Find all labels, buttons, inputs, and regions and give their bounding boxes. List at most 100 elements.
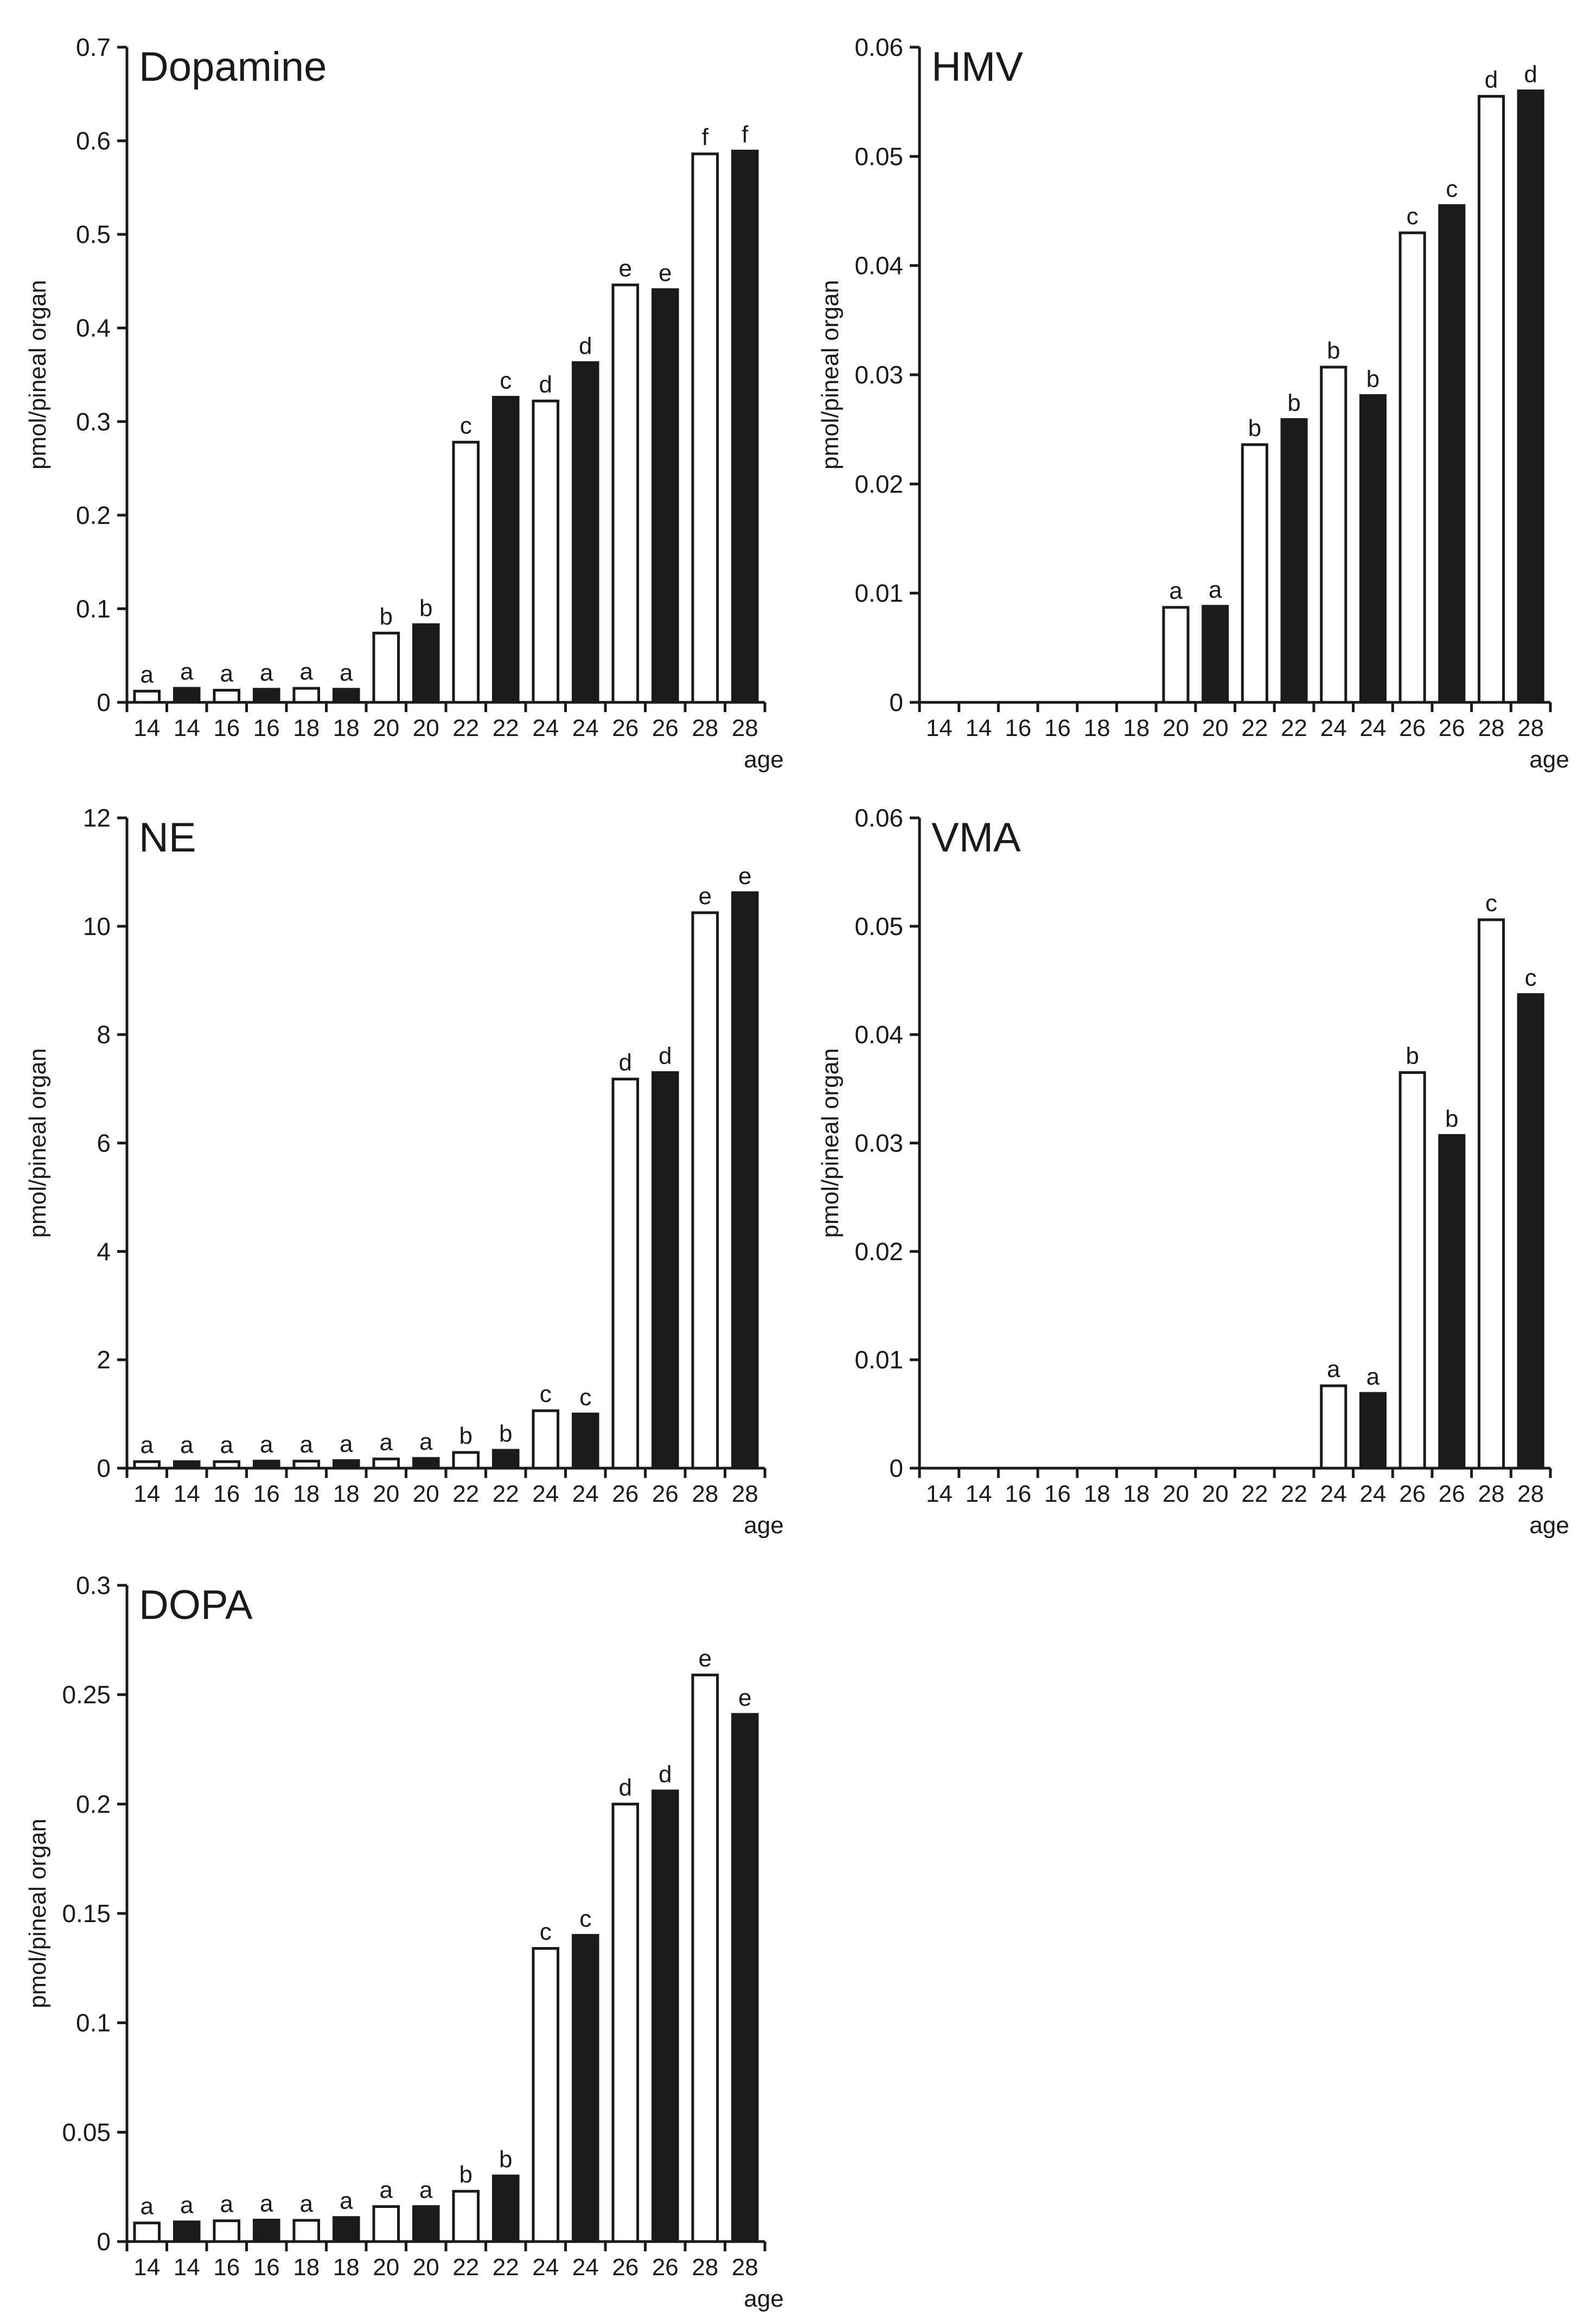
chart-title: HMV: [931, 44, 1023, 90]
x-tick-label: 28: [692, 1481, 718, 1507]
bar: [571, 1412, 599, 1470]
bar: [372, 631, 400, 704]
significance-letter: a: [1327, 1356, 1340, 1382]
significance-letter: a: [141, 1432, 154, 1458]
bar: [651, 1789, 679, 2243]
y-tick-label: 0.25: [62, 1681, 111, 1709]
significance-letter: a: [260, 2190, 273, 2217]
bar: [1359, 1392, 1387, 1470]
significance-letter: a: [141, 661, 154, 688]
x-tick-label: 26: [612, 715, 638, 741]
y-axis-label: pmol/pineal organ: [24, 280, 51, 470]
significance-letter: e: [699, 883, 712, 910]
significance-letter: d: [539, 371, 552, 398]
significance-letter: d: [1524, 61, 1537, 88]
x-axis-label: age: [744, 1512, 783, 1539]
bar: [452, 2189, 480, 2243]
significance-letter: a: [141, 2193, 154, 2220]
x-tick-label: 16: [1005, 715, 1031, 741]
bar: [452, 1451, 480, 1470]
x-tick-label: 28: [1478, 715, 1504, 741]
x-tick-label: 28: [1517, 715, 1544, 741]
y-tick-label: 0.3: [76, 407, 111, 436]
bar: [1241, 443, 1268, 704]
significance-letter: e: [699, 1645, 712, 1672]
significance-letter: c: [579, 1905, 591, 1932]
x-tick-label: 26: [1439, 715, 1465, 741]
significance-letter: a: [300, 2191, 314, 2217]
x-tick-label: 16: [213, 2254, 240, 2281]
significance-letter: e: [738, 863, 751, 889]
x-tick-label: 16: [253, 1481, 280, 1507]
chart-hmv: 0 0.01 0.02 0.03 0.04 0.05 0.06 14 14 16 16 18 18 a 20…: [817, 33, 1569, 773]
bar: [532, 399, 560, 704]
bar: [332, 2216, 360, 2243]
x-tick-label: 20: [1202, 1481, 1229, 1507]
significance-letter: a: [260, 1431, 273, 1458]
x-tick-label: 24: [1320, 1481, 1347, 1507]
x-tick-label: 24: [532, 1481, 559, 1507]
chart-title: DOPA: [139, 1582, 253, 1628]
bar: [1399, 1071, 1426, 1470]
x-tick-label: 18: [333, 1481, 360, 1507]
significance-letter: a: [180, 658, 194, 685]
x-tick-label: 18: [1123, 715, 1150, 741]
x-tick-label: 20: [1163, 715, 1189, 741]
chart-dopamine: 0 0.1 0.2 0.3 0.4 0.5 0.6 0.7 a 14 a 14 a 16 a 16 a 18 a 18…: [24, 33, 784, 773]
bar: [292, 687, 321, 704]
significance-letter: d: [1485, 67, 1498, 93]
y-axis-label: pmol/pineal organ: [24, 1048, 51, 1238]
chart-title: NE: [139, 815, 196, 861]
bar: [1477, 95, 1505, 704]
bar: [1477, 918, 1505, 1470]
x-tick-label: 20: [1163, 1481, 1189, 1507]
x-tick-label: 14: [133, 715, 160, 741]
bar: [532, 1409, 560, 1470]
bar: [133, 1460, 161, 1470]
y-tick-label: 0: [97, 2227, 111, 2256]
bar: [213, 2219, 241, 2243]
bar: [452, 440, 480, 704]
significance-letter: e: [659, 260, 672, 286]
y-tick-label: 0.01: [854, 1346, 903, 1374]
bar: [1517, 89, 1544, 704]
bar: [332, 688, 360, 704]
bar: [571, 1934, 599, 2243]
y-tick-label: 0.1: [76, 594, 111, 623]
x-tick-label: 18: [333, 715, 360, 741]
x-tick-label: 28: [732, 715, 758, 741]
significance-letter: d: [619, 1049, 632, 1076]
significance-letter: d: [619, 1774, 632, 1801]
bar: [332, 1459, 360, 1470]
y-tick-label: 0.4: [76, 314, 111, 342]
significance-letter: a: [1209, 577, 1222, 603]
bar: [412, 623, 440, 704]
significance-letter: b: [1287, 390, 1300, 417]
x-tick-label: 22: [452, 2254, 479, 2281]
significance-letter: c: [1525, 965, 1537, 991]
x-tick-label: 26: [1399, 1481, 1426, 1507]
x-tick-label: 24: [572, 1481, 599, 1507]
x-tick-label: 28: [692, 2254, 718, 2281]
bar: [213, 1460, 241, 1470]
significance-letter: a: [220, 661, 234, 687]
bar: [213, 689, 241, 704]
x-tick-label: 26: [1439, 1481, 1465, 1507]
x-tick-label: 26: [652, 715, 679, 741]
y-tick-label: 0.7: [76, 33, 111, 61]
significance-letter: a: [340, 1431, 353, 1457]
significance-letter: e: [619, 255, 632, 281]
chart-title: VMA: [931, 815, 1021, 861]
bar: [532, 1947, 560, 2243]
bar: [173, 2220, 201, 2243]
chart-dopa: 0 0.05 0.1 0.15 0.2 0.25 0.3 a 14 a 14 a 16 a 16 a 18 a 18…: [24, 1571, 784, 2312]
x-tick-label: 14: [174, 2254, 200, 2281]
significance-letter: d: [659, 1043, 672, 1070]
bar: [1320, 366, 1348, 704]
significance-letter: a: [300, 658, 314, 685]
bar: [1280, 418, 1308, 704]
bar: [1202, 605, 1229, 704]
significance-letter: a: [419, 2176, 433, 2203]
bar: [173, 687, 201, 704]
